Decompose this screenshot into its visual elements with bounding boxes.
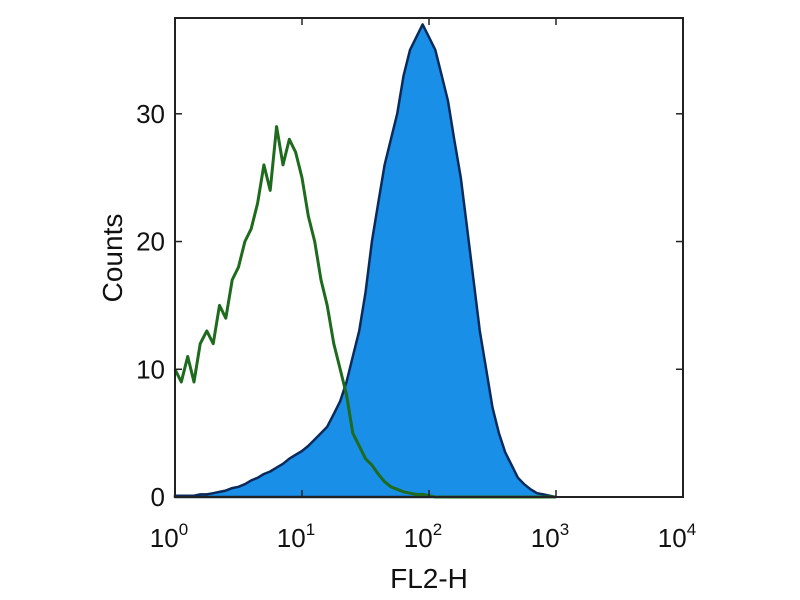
x-tick-label: 102 <box>404 520 442 553</box>
x-tick-label: 104 <box>658 520 696 553</box>
y-tick-label: 30 <box>136 99 165 129</box>
x-tick-label: 100 <box>150 520 188 553</box>
ticks-layer: 0 10 20 30 100 101 102 103 104 <box>136 18 696 553</box>
x-tick-label: 101 <box>277 520 315 553</box>
x-axis-label: FL2-H <box>390 563 468 594</box>
sample-histogram-fill <box>173 23 558 499</box>
y-tick-label: 10 <box>136 354 165 384</box>
y-axis-label: Counts <box>97 214 128 303</box>
y-tick-label: 20 <box>136 227 165 257</box>
x-tick-label: 103 <box>531 520 569 553</box>
y-tick-label: 0 <box>151 482 165 512</box>
series-layer <box>173 23 558 499</box>
